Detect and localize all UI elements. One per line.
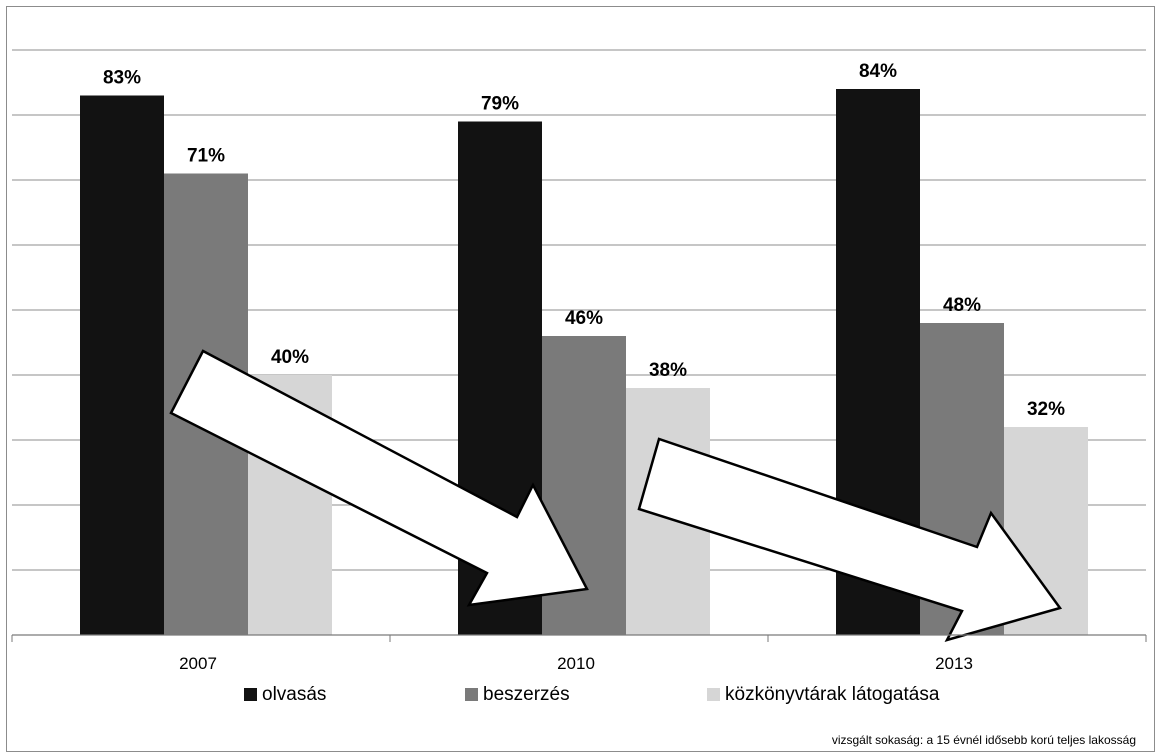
x-tick-label: 2007 xyxy=(179,654,217,673)
value-label: 71% xyxy=(187,146,225,167)
value-label: 32% xyxy=(1027,399,1065,420)
value-label: 48% xyxy=(943,295,981,316)
legend-swatch xyxy=(244,688,257,701)
value-labels: 83% 79% 84% 71% 46% 48% 40% 38% 32% xyxy=(103,61,1065,420)
value-label: 46% xyxy=(565,308,603,329)
footnote: vizsgált sokaság: a 15 évnél idősebb kor… xyxy=(832,733,1136,747)
bar xyxy=(80,95,164,635)
value-label: 83% xyxy=(103,68,141,89)
trend-arrow xyxy=(169,349,589,607)
value-label: 84% xyxy=(859,61,897,82)
legend-label: beszerzés xyxy=(483,684,570,705)
value-label: 79% xyxy=(481,94,519,115)
legend: olvasás beszerzés közkönyvtárak látogatása xyxy=(244,684,940,705)
x-tick-label: 2013 xyxy=(935,654,973,673)
trend-arrows xyxy=(169,349,1063,642)
legend-label: közkönyvtárak látogatása xyxy=(725,684,940,705)
x-axis: 2007 2010 2013 xyxy=(11,634,1147,673)
legend-label: olvasás xyxy=(262,684,326,705)
legend-swatch xyxy=(707,688,720,701)
value-label: 40% xyxy=(271,347,309,368)
value-label: 38% xyxy=(649,360,687,381)
legend-swatch xyxy=(465,688,478,701)
x-tick-label: 2010 xyxy=(557,654,595,673)
trend-arrow xyxy=(637,437,1063,642)
